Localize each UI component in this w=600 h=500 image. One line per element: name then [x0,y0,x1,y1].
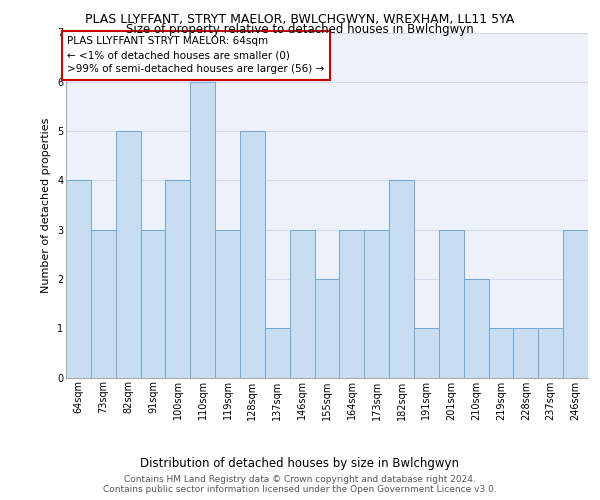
Bar [340,230,364,378]
Bar [389,180,414,378]
Bar [265,328,290,378]
Text: PLAS LLYFFANT STRYT MAELOR: 64sqm
← <1% of detached houses are smaller (0)
>99% : PLAS LLYFFANT STRYT MAELOR: 64sqm ← <1% … [67,36,325,74]
Bar [538,328,563,378]
Text: Contains HM Land Registry data © Crown copyright and database right 2024.
Contai: Contains HM Land Registry data © Crown c… [103,474,497,494]
Bar [140,230,166,378]
Bar [240,131,265,378]
Bar [190,82,215,378]
Bar [91,230,116,378]
Bar [166,180,190,378]
Bar [414,328,439,378]
Y-axis label: Number of detached properties: Number of detached properties [41,118,52,292]
Bar [116,131,140,378]
Bar [563,230,588,378]
Bar [314,279,340,378]
Bar [488,328,514,378]
Bar [464,279,488,378]
Text: PLAS LLYFFANT, STRYT MAELOR, BWLCHGWYN, WREXHAM, LL11 5YA: PLAS LLYFFANT, STRYT MAELOR, BWLCHGWYN, … [85,12,515,26]
Bar [439,230,464,378]
Bar [290,230,314,378]
Text: Size of property relative to detached houses in Bwlchgwyn: Size of property relative to detached ho… [126,22,474,36]
Bar [66,180,91,378]
Bar [215,230,240,378]
Bar [514,328,538,378]
Text: Distribution of detached houses by size in Bwlchgwyn: Distribution of detached houses by size … [140,458,460,470]
Bar [364,230,389,378]
